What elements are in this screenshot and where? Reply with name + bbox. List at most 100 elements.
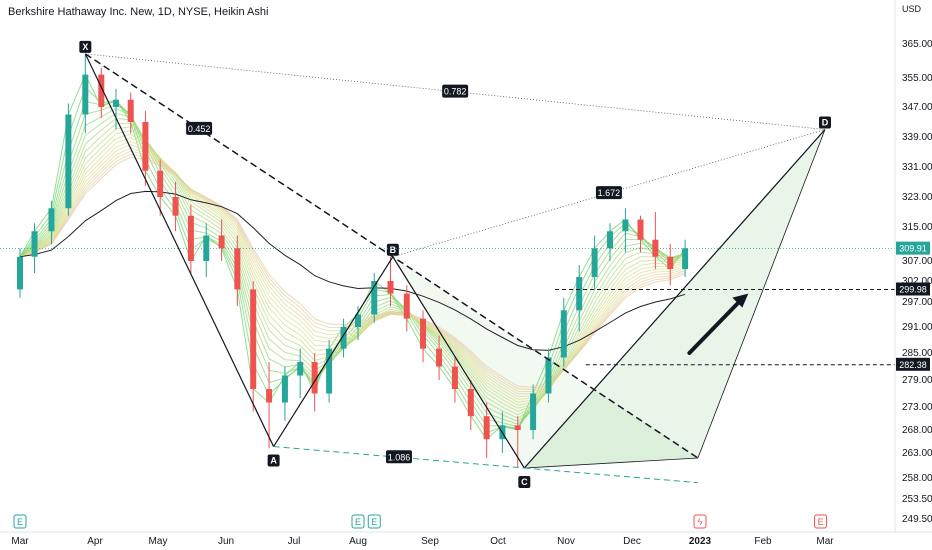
ratio-label-text: 1.086 — [388, 452, 411, 462]
time-tick-label: 2023 — [689, 536, 712, 547]
event-marker-box — [367, 514, 381, 529]
candle-body — [560, 310, 567, 358]
ac-extension-line — [524, 467, 698, 484]
price-tick-label: 258.00 — [902, 473, 932, 484]
event-marker-label: E — [371, 517, 377, 527]
ma-ribbon-line — [19, 133, 686, 406]
candle-body — [187, 215, 194, 261]
event-marker-box — [814, 514, 828, 529]
candle-body — [682, 248, 689, 269]
candle — [266, 362, 273, 449]
candle — [218, 219, 225, 261]
candle-body — [667, 256, 674, 269]
candle — [514, 416, 521, 468]
event-marker-label: E — [818, 517, 824, 527]
time-axis[interactable]: Mar Apr May Jun Jul Aug Sep Oct Nov Dec 2023 Feb Mar — [0, 531, 932, 547]
xb-dashed-line — [84, 53, 699, 459]
candle-body — [637, 219, 644, 240]
time-tick-label: Oct — [490, 536, 506, 547]
ab-leg — [273, 256, 394, 447]
event-marker-label: ϟ — [698, 517, 703, 527]
event-marker-box — [693, 514, 707, 529]
candle — [545, 348, 552, 403]
candle — [403, 285, 410, 332]
point-tag-label: D — [822, 118, 829, 128]
event-marker[interactable]: E — [814, 514, 828, 529]
candle — [113, 88, 119, 130]
ratio-label: 1.672 — [595, 186, 622, 200]
candle-body — [82, 74, 89, 115]
event-marker[interactable]: E — [351, 514, 365, 529]
ma-ribbon-line — [19, 129, 686, 409]
time-tick-label: Mar — [816, 536, 834, 547]
candle — [530, 384, 537, 440]
candle-body — [98, 74, 105, 107]
event-marker[interactable]: ϟ — [693, 514, 707, 529]
point-tag-box — [518, 476, 531, 488]
candle-body — [514, 425, 521, 430]
time-tick-label: May — [149, 536, 168, 547]
price-tick-label: 302.00 — [902, 276, 932, 287]
candle — [98, 67, 105, 119]
price-label-text: 309.91 — [899, 244, 927, 254]
price-tick-label: 297.00 — [902, 297, 932, 308]
candle — [371, 273, 378, 323]
event-marker[interactable]: E — [367, 514, 381, 529]
candle — [172, 182, 179, 232]
candle — [560, 297, 567, 367]
candle — [250, 281, 257, 412]
event-marker[interactable]: E — [13, 514, 27, 529]
candle — [142, 110, 149, 186]
point-tag-label: A — [270, 456, 277, 466]
point-tag-b: B — [386, 243, 399, 256]
point-tag-box — [267, 454, 280, 467]
price-tick-label: 268.00 — [902, 425, 932, 436]
candle-body — [297, 362, 304, 376]
point-tag-box — [79, 40, 92, 53]
candle — [576, 265, 583, 332]
candle-body — [387, 281, 394, 294]
candle-body — [218, 235, 225, 249]
point-tag-box — [819, 116, 831, 129]
bullish-arrow-head — [732, 293, 749, 308]
event-marker-label: E — [17, 517, 23, 527]
candle-body — [371, 281, 378, 315]
candle — [682, 239, 689, 277]
point-tag-a: A — [267, 454, 280, 467]
ratio-label-text: 1.672 — [598, 188, 621, 198]
ratio-label: 0.782 — [442, 84, 469, 98]
ratio-label-box — [442, 84, 469, 98]
candle — [637, 215, 644, 253]
price-label-box — [896, 357, 930, 371]
point-tag-d: D — [819, 116, 831, 129]
time-tick-label: Jun — [218, 536, 234, 547]
candle — [387, 256, 394, 307]
candle — [483, 402, 490, 458]
price-tick-label: 291.00 — [902, 322, 932, 333]
candle-body — [483, 416, 490, 440]
candles-layer — [17, 54, 689, 468]
ma-ribbon-line — [19, 140, 686, 400]
candle-body — [420, 318, 427, 349]
candle-body — [142, 122, 149, 171]
candle-body — [403, 293, 410, 319]
candle — [157, 159, 164, 216]
bc-leg — [392, 256, 525, 469]
candle-body — [127, 99, 134, 122]
candle — [281, 366, 288, 421]
point-tag-label: X — [82, 42, 88, 52]
price-axis[interactable]: 249.50 253.50 258.00 263.00 268.00 273.00 279.… — [894, 0, 932, 532]
candle — [326, 340, 333, 403]
price-tick-label: 263.00 — [902, 448, 932, 459]
xd-dotted-line — [85, 53, 826, 130]
candle-body — [203, 235, 210, 261]
time-tick-label: Aug — [349, 536, 367, 547]
candle — [420, 310, 427, 362]
candle — [467, 380, 474, 430]
candle — [622, 208, 629, 253]
candle-body — [576, 277, 583, 311]
candle — [82, 54, 89, 134]
chart-title: Berkshire Hathaway Inc. New, 1D, NYSE, H… — [8, 6, 268, 18]
